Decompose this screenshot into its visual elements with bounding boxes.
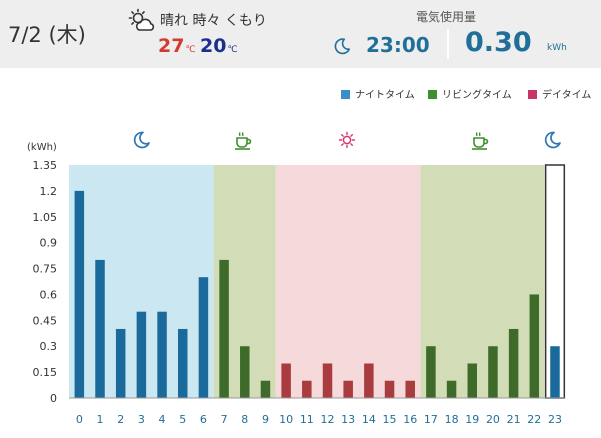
x-tick-label: 6 (200, 413, 207, 426)
x-tick-label: 15 (383, 413, 397, 426)
bar-hour-13 (343, 380, 353, 398)
x-tick-label: 13 (341, 413, 355, 426)
bar-hour-23 (550, 346, 560, 398)
x-tick-label: 1 (97, 413, 104, 426)
sun-cloud-icon (128, 8, 155, 31)
bar-hour-6 (198, 277, 209, 398)
usage-label: 電気使用量 (416, 10, 477, 24)
moon-icon (334, 38, 351, 55)
bar-hour-11 (302, 380, 312, 398)
temp-unit: ℃ (227, 45, 238, 55)
legend-living: リビングタイム (428, 89, 512, 103)
bar-hour-20 (488, 346, 498, 398)
bar-hour-15 (384, 380, 395, 398)
legend-label: デイタイム (542, 90, 592, 101)
bar-hour-18 (446, 380, 457, 398)
header-bar: 7/2 (木) 晴れ 時々 くもり 27℃ 20℃ 電気使用量 23:00 0.… (0, 0, 601, 68)
y-axis-label: (kWh) (27, 142, 57, 153)
legend-swatch-living (428, 90, 437, 99)
bar-hour-16 (405, 380, 415, 398)
x-tick-label: 4 (159, 413, 166, 426)
bar-hour-2 (115, 328, 126, 398)
bar-hour-10 (281, 363, 291, 398)
sun-icon (338, 131, 356, 149)
x-tick-label: 18 (445, 413, 459, 426)
x-tick-label: 21 (507, 413, 521, 426)
weather-text: 晴れ 時々 くもり (160, 13, 267, 29)
bar-hour-8 (240, 346, 250, 398)
bar-hour-3 (136, 311, 147, 398)
moon-icon (133, 131, 150, 149)
x-tick-label: 22 (527, 413, 541, 426)
temp-high: 27℃ (158, 35, 196, 57)
temp-unit: ℃ (185, 45, 196, 55)
current-time: 23:00 (366, 33, 430, 57)
y-tick-label: 0.9 (40, 237, 58, 250)
period-background (275, 165, 421, 398)
y-tick-label: 0.45 (33, 314, 58, 327)
y-tick-label: 0.75 (33, 263, 58, 276)
temp-low: 20℃ (200, 35, 238, 57)
date-label: 7/2 (木) (8, 23, 86, 47)
bar-hour-4 (157, 311, 167, 398)
y-tick-label: 0.6 (40, 288, 58, 301)
x-tick-label: 17 (424, 413, 438, 426)
bar-hour-1 (95, 259, 105, 398)
bar-hour-0 (74, 190, 85, 398)
bar-hour-19 (467, 363, 478, 398)
x-tick-label: 0 (76, 413, 83, 426)
x-tick-label: 5 (179, 413, 186, 426)
y-tick-label: 0.3 (40, 340, 58, 353)
usage-bar-chart: 0 0.15 0.3 0.45 0.6 0.75 0.9 1.05 1.2 1.35 (kWh) 0 1… (27, 131, 566, 426)
x-tick-label: 8 (241, 413, 248, 426)
legend-label: リビングタイム (442, 90, 512, 101)
x-tick-label: 9 (262, 413, 269, 426)
bar-hour-5 (177, 328, 188, 398)
legend-swatch-day (528, 90, 537, 99)
legend-label: ナイトタイム (355, 90, 415, 101)
y-tick-label: 1.35 (33, 159, 58, 172)
y-tick-label: 0 (50, 392, 57, 405)
x-tick-label: 16 (403, 413, 417, 426)
bar-hour-12 (322, 363, 333, 398)
x-tick-label: 14 (362, 413, 376, 426)
x-tick-label: 11 (300, 413, 314, 426)
x-tick-label: 23 (548, 413, 562, 426)
bar-hour-17 (426, 346, 436, 398)
y-tick-label: 1.2 (40, 185, 58, 198)
legend-day: デイタイム (528, 89, 591, 103)
kwh-unit: kWh (547, 43, 567, 53)
x-tick-label: 2 (117, 413, 124, 426)
x-tick-label: 19 (465, 413, 479, 426)
tea-cup-icon (235, 132, 252, 150)
bar-hour-22 (529, 294, 540, 398)
x-tick-label: 12 (321, 413, 335, 426)
period-background (420, 165, 545, 398)
y-tick-label: 1.05 (33, 211, 58, 224)
divider (447, 29, 449, 59)
bar-hour-21 (508, 328, 519, 398)
bar-hour-14 (364, 363, 374, 398)
x-tick-label: 20 (486, 413, 500, 426)
tea-cup-icon (472, 132, 489, 150)
current-kwh: 0.30 (465, 27, 532, 58)
x-tick-label: 10 (279, 413, 293, 426)
moon-icon (544, 131, 561, 149)
y-tick-label: 0.15 (33, 366, 58, 379)
legend-night: ナイトタイム (341, 89, 415, 103)
legend-swatch-night (341, 90, 350, 99)
bar-hour-9 (260, 380, 271, 398)
x-tick-label: 7 (221, 413, 228, 426)
bar-hour-7 (219, 259, 229, 398)
x-tick-label: 3 (138, 413, 145, 426)
